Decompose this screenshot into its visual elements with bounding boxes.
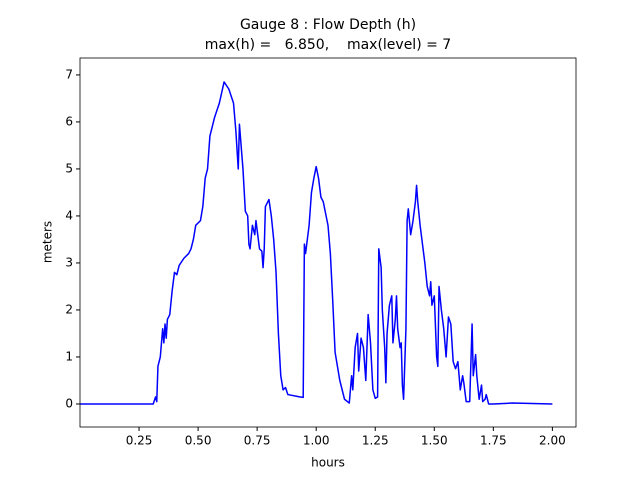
x-tick-label: 1.75	[480, 434, 507, 448]
y-tick-label: 3	[65, 255, 73, 269]
x-axis-label: hours	[311, 456, 345, 470]
y-tick-label: 0	[65, 396, 73, 410]
x-tick-label: 2.00	[539, 434, 566, 448]
y-tick-label: 6	[65, 114, 73, 128]
y-tick-label: 5	[65, 161, 73, 175]
chart-title: Gauge 8 : Flow Depth (h)	[240, 17, 416, 33]
x-tick-label: 0.50	[185, 434, 212, 448]
x-tick-label: 0.75	[244, 434, 271, 448]
y-tick-label: 7	[65, 67, 73, 81]
x-tick-label: 0.25	[126, 434, 153, 448]
y-tick-label: 4	[65, 208, 73, 222]
x-tick-label: 1.00	[303, 434, 330, 448]
y-tick-label: 1	[65, 349, 73, 363]
plot-frame	[79, 57, 577, 428]
chart-subtitle: max(h) = 6.850, max(level) = 7	[205, 37, 451, 53]
data-line	[80, 81, 553, 405]
x-tick-label: 1.25	[362, 434, 389, 448]
y-tick-label: 2	[65, 302, 73, 316]
x-tick-label: 1.50	[421, 434, 448, 448]
y-axis-label: meters	[41, 221, 55, 263]
